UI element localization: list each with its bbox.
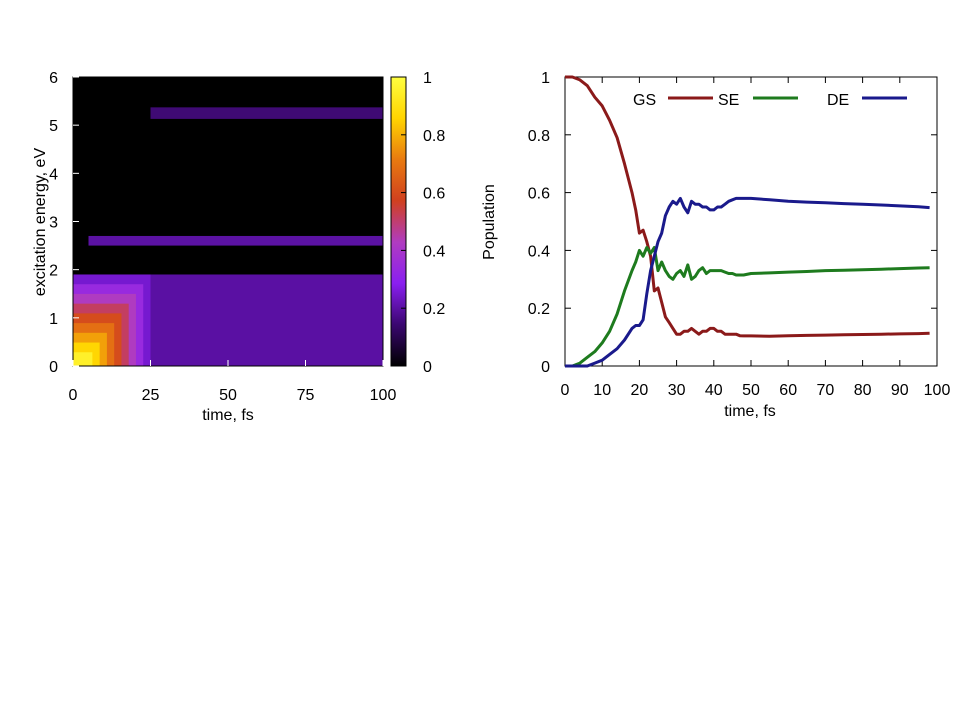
population-y-tick-label: 0 — [541, 359, 550, 376]
population-x-tick-label: 50 — [742, 382, 760, 399]
colorbar-tick-label: 0 — [423, 359, 432, 376]
population-chart: 0 10 20 30 40 50 60 70 80 90 100 0 0.2 0.4 0.6 0.8 1 GS… — [481, 70, 950, 420]
series-line-se — [565, 246, 930, 368]
heatmap-y-tick-label: 3 — [49, 215, 58, 232]
series-line-de — [565, 196, 930, 368]
population-x-ticks: 0 10 20 30 40 50 60 70 80 90 100 — [561, 77, 951, 399]
population-y-tick-label: 0.6 — [528, 186, 550, 203]
population-x-tick-label: 10 — [593, 382, 611, 399]
heatmap-x-tick-label: 25 — [142, 387, 160, 404]
population-y-tick-label: 0.4 — [528, 243, 550, 260]
legend-label-gs: GS — [633, 92, 656, 109]
population-y-tick-label: 0.8 — [528, 128, 550, 145]
population-y-tick-label: 1 — [541, 70, 550, 87]
population-x-tick-label: 80 — [854, 382, 872, 399]
colorbar-ticks: 0 0.2 0.4 0.6 0.8 1 — [401, 70, 445, 376]
colorbar-tick-label: 0.2 — [423, 301, 445, 318]
population-x-tick-label: 70 — [817, 382, 835, 399]
legend-label-de: DE — [827, 92, 849, 109]
colorbar-tick-label: 0.6 — [423, 186, 445, 203]
colorbar-gradient — [390, 76, 407, 367]
heatmap-y-tick-label: 6 — [49, 70, 58, 87]
population-x-label: time, fs — [724, 403, 776, 420]
heatmap-y-ticks: 0 1 2 3 4 5 6 — [49, 70, 79, 376]
heatmap-y-tick-label: 5 — [49, 118, 58, 135]
heatmap-x-tick-label: 75 — [297, 387, 315, 404]
heatmap-band-high-energy — [150, 107, 383, 119]
heatmap-hot-region — [73, 352, 93, 366]
population-frame — [564, 76, 938, 367]
heatmap-y-tick-label: 1 — [49, 311, 58, 328]
series-line-gs — [565, 75, 930, 338]
colorbar-tick-label: 0.8 — [423, 128, 445, 145]
heatmap-y-tick-label: 2 — [49, 263, 58, 280]
legend-label-se: SE — [718, 92, 739, 109]
heatmap-x-tick-label: 50 — [219, 387, 237, 404]
heatmap-x-tick-label: 100 — [370, 387, 397, 404]
population-x-tick-label: 60 — [779, 382, 797, 399]
population-y-label: Population — [481, 184, 498, 260]
population-x-tick-label: 100 — [924, 382, 951, 399]
population-x-tick-label: 0 — [561, 382, 570, 399]
population-x-tick-label: 20 — [631, 382, 649, 399]
heatmap-chart: 0 25 50 75 100 0 1 2 3 4 5 6 time, fs excitation e… — [32, 70, 396, 424]
legend: GS SE DE — [633, 92, 907, 109]
heatmap-y-label: excitation energy, eV — [32, 148, 49, 297]
colorbar-tick-label: 0.4 — [423, 243, 445, 260]
population-series — [565, 75, 930, 368]
population-x-tick-label: 90 — [891, 382, 909, 399]
population-y-tick-label: 0.2 — [528, 301, 550, 318]
heatmap-y-tick-label: 4 — [49, 166, 58, 183]
heatmap-x-tick-label: 0 — [69, 387, 78, 404]
heatmap-x-ticks: 0 25 50 75 100 — [69, 360, 397, 404]
colorbar-tick-label: 1 — [423, 70, 432, 87]
heatmap-band-mid-energy — [88, 235, 383, 246]
heatmap-y-tick-label: 0 — [49, 359, 58, 376]
population-x-tick-label: 30 — [668, 382, 686, 399]
population-x-tick-label: 40 — [705, 382, 723, 399]
heatmap-field — [73, 107, 383, 366]
heatmap-x-label: time, fs — [202, 407, 254, 424]
colorbar: 0 0.2 0.4 0.6 0.8 1 — [390, 70, 445, 376]
population-y-ticks: 0 0.2 0.4 0.6 0.8 1 — [528, 70, 937, 376]
